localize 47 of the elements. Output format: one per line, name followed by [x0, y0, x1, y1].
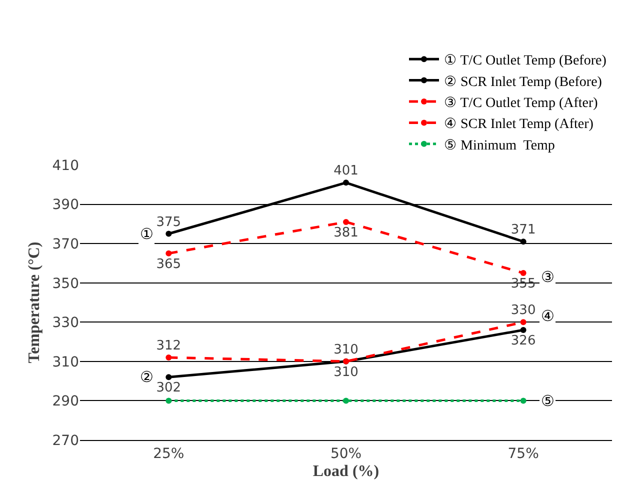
point [166, 374, 172, 380]
point [343, 218, 349, 225]
point [343, 398, 349, 404]
point [520, 327, 526, 333]
point [520, 319, 526, 326]
legend-label: ③ T/C Outlet Temp (After) [444, 96, 598, 111]
y-axis-title: Temperature (°C) [26, 242, 44, 364]
data-label: 310 [334, 364, 358, 380]
annotation: ④ [541, 307, 554, 325]
data-label: 401 [334, 164, 358, 179]
y-tick-label: 270 [52, 432, 79, 449]
annotation: ② [140, 368, 154, 386]
legend-label: ⑤ Minimum Temp [444, 138, 555, 154]
annotation: ⑤ [541, 392, 554, 410]
x-tick-label: 25% [153, 446, 184, 462]
data-label: 326 [510, 334, 536, 348]
data-label: 365 [156, 256, 182, 272]
point [166, 398, 172, 404]
data-label: 371 [510, 222, 536, 238]
annotation: ③ [541, 268, 554, 286]
x-tick-label: 50% [330, 446, 362, 462]
legend-label: ① T/C Outlet Temp (Before) [444, 54, 607, 69]
point [520, 238, 526, 245]
y-tick-label: 410 [52, 158, 79, 174]
point [166, 250, 172, 256]
x-axis-title: Load (%) [312, 463, 380, 480]
point [166, 354, 172, 360]
y-tick-label: 370 [52, 236, 79, 252]
y-tick-label: 290 [52, 394, 79, 410]
y-tick-label: 330 [52, 315, 79, 332]
y-tick-label: 390 [52, 197, 79, 214]
data-label: 312 [156, 338, 182, 354]
data-label: 330 [510, 303, 536, 318]
point [520, 398, 526, 404]
point [520, 270, 526, 276]
legend-label: ④ SCR Inlet Temp (After) [444, 117, 594, 132]
data-label: 310 [334, 342, 358, 358]
point [343, 180, 349, 186]
y-tick-label: 350 [52, 276, 79, 292]
data-label: 381 [334, 225, 358, 240]
x-tick-label: 75% [508, 446, 539, 462]
y-tick-label: 310 [52, 354, 79, 370]
data-label: 302 [156, 380, 182, 396]
data-label: 375 [156, 214, 182, 230]
legend-label: ② SCR Inlet Temp (Before) [444, 74, 602, 90]
point [166, 230, 172, 237]
annotation: ① [140, 225, 154, 243]
